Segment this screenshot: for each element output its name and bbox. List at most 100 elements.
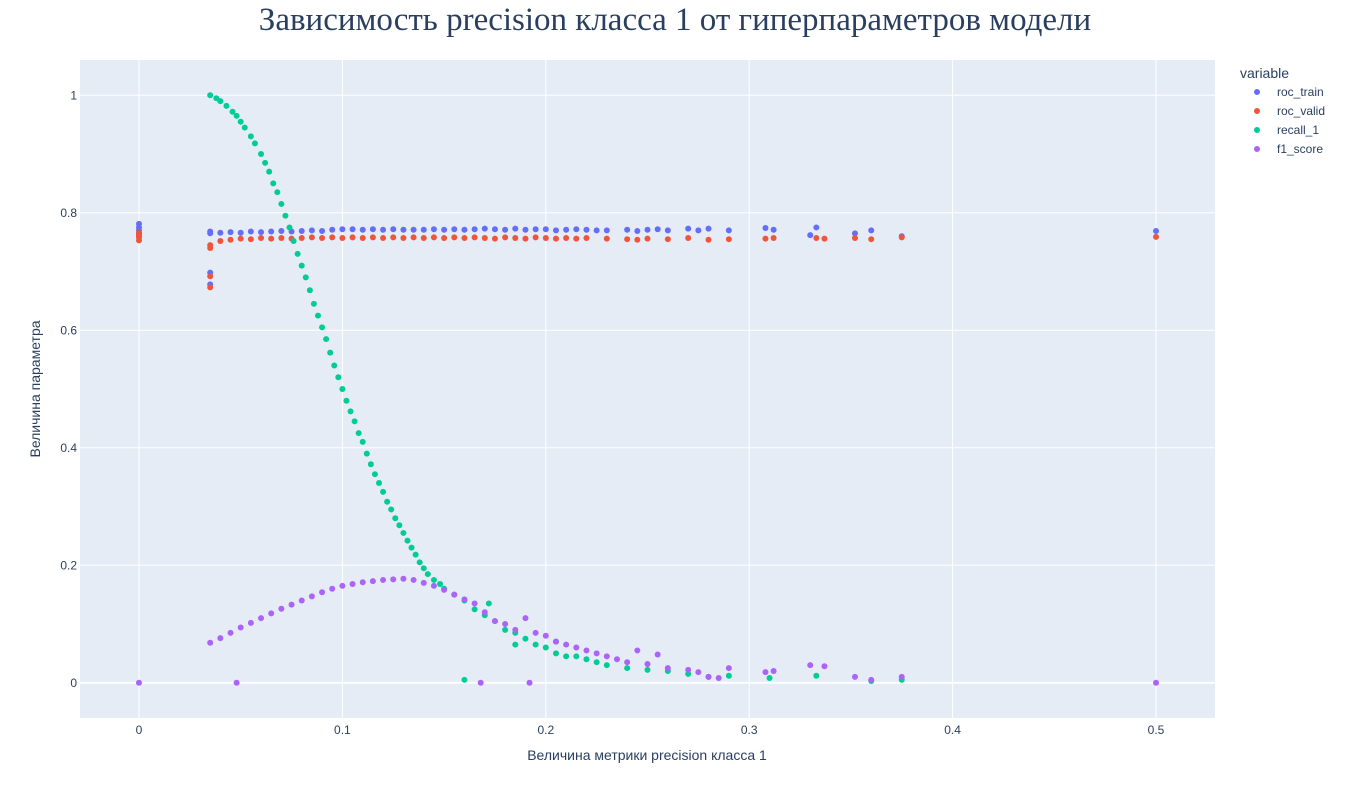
x-tick-label: 0.2 bbox=[537, 723, 554, 737]
data-point bbox=[725, 672, 732, 679]
data-point bbox=[416, 559, 423, 566]
data-point bbox=[227, 629, 234, 636]
legend-item-recall_1[interactable]: recall_1 bbox=[1254, 123, 1319, 137]
data-point bbox=[634, 236, 641, 243]
plot-background bbox=[80, 60, 1215, 718]
data-point bbox=[573, 653, 580, 660]
series-roc_valid bbox=[135, 229, 1160, 291]
data-point bbox=[380, 226, 387, 233]
data-point bbox=[461, 226, 468, 233]
legend-item-roc_train[interactable]: roc_train bbox=[1254, 85, 1324, 99]
data-point bbox=[355, 430, 362, 437]
data-point bbox=[685, 225, 692, 232]
legend-item-f1_score[interactable]: f1_score bbox=[1254, 142, 1323, 156]
data-point bbox=[286, 224, 293, 231]
data-point bbox=[217, 237, 224, 244]
data-point bbox=[268, 235, 275, 242]
data-point bbox=[266, 168, 273, 175]
data-point bbox=[247, 133, 254, 140]
legend-item-roc_valid[interactable]: roc_valid bbox=[1254, 104, 1325, 118]
data-point bbox=[217, 635, 224, 642]
data-point bbox=[654, 651, 661, 658]
data-point bbox=[512, 641, 519, 648]
data-point bbox=[542, 235, 549, 242]
data-point bbox=[294, 250, 301, 257]
data-point bbox=[624, 236, 631, 243]
data-point bbox=[634, 227, 641, 234]
data-point bbox=[644, 226, 651, 233]
data-point bbox=[288, 601, 295, 608]
data-point bbox=[371, 471, 378, 478]
legend-label: roc_train bbox=[1277, 85, 1324, 99]
data-point bbox=[654, 226, 661, 233]
data-point bbox=[502, 626, 509, 633]
data-point bbox=[664, 665, 671, 672]
data-point bbox=[217, 229, 224, 236]
data-point bbox=[461, 676, 468, 683]
data-point bbox=[412, 551, 419, 558]
data-point bbox=[522, 226, 529, 233]
y-axis-title: Величина параметра bbox=[27, 320, 43, 457]
data-point bbox=[461, 235, 468, 242]
data-point bbox=[229, 108, 236, 115]
data-point bbox=[207, 273, 214, 280]
data-point bbox=[634, 647, 641, 654]
data-point bbox=[314, 312, 321, 319]
data-point bbox=[441, 235, 448, 242]
data-point bbox=[502, 234, 509, 241]
data-point bbox=[233, 112, 240, 119]
data-point bbox=[430, 226, 437, 233]
series-roc_train bbox=[135, 220, 1160, 288]
data-point bbox=[603, 235, 610, 242]
data-point bbox=[270, 180, 277, 187]
data-point bbox=[420, 579, 427, 586]
data-point bbox=[563, 641, 570, 648]
data-point bbox=[898, 234, 905, 241]
data-point bbox=[813, 224, 820, 231]
data-point bbox=[347, 408, 354, 415]
data-point bbox=[491, 226, 498, 233]
data-point bbox=[367, 461, 374, 468]
data-point bbox=[369, 234, 376, 241]
y-tick-label: 0.2 bbox=[60, 558, 77, 572]
data-point bbox=[430, 582, 437, 589]
data-point bbox=[233, 679, 240, 686]
data-point bbox=[135, 679, 142, 686]
data-point bbox=[306, 287, 313, 294]
data-point bbox=[400, 226, 407, 233]
data-point bbox=[359, 579, 366, 586]
y-tick-label: 1 bbox=[70, 88, 77, 102]
data-point bbox=[624, 659, 631, 666]
data-point bbox=[420, 565, 427, 572]
data-point bbox=[410, 226, 417, 233]
data-point bbox=[400, 529, 407, 536]
data-point bbox=[207, 639, 214, 646]
data-point bbox=[644, 660, 651, 667]
data-point bbox=[532, 629, 539, 636]
data-point bbox=[1153, 233, 1160, 240]
data-point bbox=[223, 102, 230, 109]
data-point bbox=[695, 227, 702, 234]
data-point bbox=[329, 234, 336, 241]
legend-marker bbox=[1254, 127, 1260, 133]
data-point bbox=[258, 615, 265, 622]
data-point bbox=[227, 236, 234, 243]
data-point bbox=[430, 576, 437, 583]
data-point bbox=[390, 226, 397, 233]
data-point bbox=[715, 675, 722, 682]
x-tick-label: 0 bbox=[136, 723, 143, 737]
data-point bbox=[329, 226, 336, 233]
y-tick-label: 0.8 bbox=[60, 206, 77, 220]
data-point bbox=[237, 229, 244, 236]
data-point bbox=[624, 226, 631, 233]
data-point bbox=[310, 300, 317, 307]
legend-label: f1_score bbox=[1277, 142, 1323, 156]
data-point bbox=[268, 228, 275, 235]
data-point bbox=[461, 596, 468, 603]
data-point bbox=[532, 234, 539, 241]
data-point bbox=[298, 597, 305, 604]
data-point bbox=[542, 644, 549, 651]
x-tick-label: 0.3 bbox=[741, 723, 758, 737]
data-point bbox=[298, 235, 305, 242]
